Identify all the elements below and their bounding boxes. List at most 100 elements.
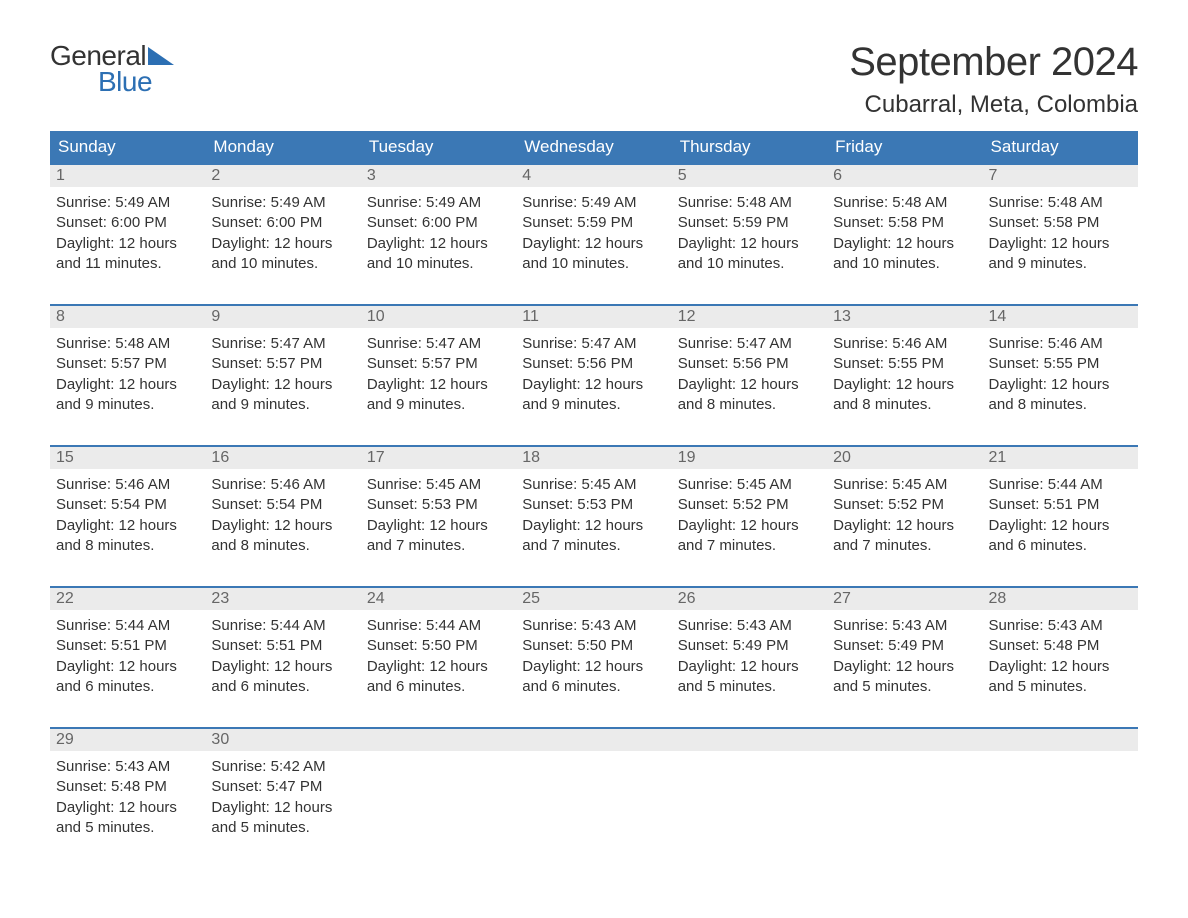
daylight-line: Daylight: 12 hours and 5 minutes. xyxy=(56,798,199,839)
day-body: Sunrise: 5:43 AMSunset: 5:49 PMDaylight:… xyxy=(672,610,827,710)
sunset-line: Sunset: 5:49 PM xyxy=(833,636,976,656)
day-cell: 6Sunrise: 5:48 AMSunset: 5:58 PMDaylight… xyxy=(827,164,982,287)
weekday-header: Saturday xyxy=(983,131,1138,164)
daylight-line: Daylight: 12 hours and 5 minutes. xyxy=(678,657,821,698)
day-cell: 1Sunrise: 5:49 AMSunset: 6:00 PMDaylight… xyxy=(50,164,205,287)
sunset-line: Sunset: 5:58 PM xyxy=(833,213,976,233)
daylight-line: Daylight: 12 hours and 9 minutes. xyxy=(367,375,510,416)
day-body: Sunrise: 5:48 AMSunset: 5:58 PMDaylight:… xyxy=(983,187,1138,287)
day-cell: 30Sunrise: 5:42 AMSunset: 5:47 PMDayligh… xyxy=(205,728,360,851)
day-cell: 3Sunrise: 5:49 AMSunset: 6:00 PMDaylight… xyxy=(361,164,516,287)
day-cell: 24Sunrise: 5:44 AMSunset: 5:50 PMDayligh… xyxy=(361,587,516,710)
empty-num-bar xyxy=(672,729,827,751)
brand-triangle-icon xyxy=(148,47,174,65)
day-number: 12 xyxy=(672,306,827,328)
day-cell: 29Sunrise: 5:43 AMSunset: 5:48 PMDayligh… xyxy=(50,728,205,851)
daylight-line: Daylight: 12 hours and 6 minutes. xyxy=(56,657,199,698)
day-body: Sunrise: 5:48 AMSunset: 5:59 PMDaylight:… xyxy=(672,187,827,287)
week-row: 29Sunrise: 5:43 AMSunset: 5:48 PMDayligh… xyxy=(50,728,1138,851)
sunrise-line: Sunrise: 5:43 AM xyxy=(56,757,199,777)
daylight-line: Daylight: 12 hours and 10 minutes. xyxy=(522,234,665,275)
header: General Blue September 2024 Cubarral, Me… xyxy=(50,40,1138,119)
day-cell: 13Sunrise: 5:46 AMSunset: 5:55 PMDayligh… xyxy=(827,305,982,428)
daylight-line: Daylight: 12 hours and 5 minutes. xyxy=(989,657,1132,698)
day-body: Sunrise: 5:43 AMSunset: 5:48 PMDaylight:… xyxy=(983,610,1138,710)
day-number: 13 xyxy=(827,306,982,328)
day-cell: 21Sunrise: 5:44 AMSunset: 5:51 PMDayligh… xyxy=(983,446,1138,569)
empty-num-bar xyxy=(516,729,671,751)
day-body: Sunrise: 5:47 AMSunset: 5:56 PMDaylight:… xyxy=(672,328,827,428)
empty-cell xyxy=(983,728,1138,851)
empty-num-bar xyxy=(983,729,1138,751)
week-row: 1Sunrise: 5:49 AMSunset: 6:00 PMDaylight… xyxy=(50,164,1138,287)
day-cell: 15Sunrise: 5:46 AMSunset: 5:54 PMDayligh… xyxy=(50,446,205,569)
sunrise-line: Sunrise: 5:49 AM xyxy=(522,193,665,213)
sunset-line: Sunset: 5:50 PM xyxy=(522,636,665,656)
day-number: 27 xyxy=(827,588,982,610)
day-number: 5 xyxy=(672,165,827,187)
day-cell: 12Sunrise: 5:47 AMSunset: 5:56 PMDayligh… xyxy=(672,305,827,428)
brand-line2: Blue xyxy=(98,66,152,98)
daylight-line: Daylight: 12 hours and 10 minutes. xyxy=(211,234,354,275)
day-body: Sunrise: 5:49 AMSunset: 6:00 PMDaylight:… xyxy=(361,187,516,287)
empty-cell xyxy=(361,728,516,851)
sunrise-line: Sunrise: 5:46 AM xyxy=(833,334,976,354)
day-number: 8 xyxy=(50,306,205,328)
daylight-line: Daylight: 12 hours and 7 minutes. xyxy=(678,516,821,557)
sunrise-line: Sunrise: 5:43 AM xyxy=(522,616,665,636)
sunrise-line: Sunrise: 5:47 AM xyxy=(211,334,354,354)
sunrise-line: Sunrise: 5:43 AM xyxy=(989,616,1132,636)
day-number: 7 xyxy=(983,165,1138,187)
day-body: Sunrise: 5:48 AMSunset: 5:57 PMDaylight:… xyxy=(50,328,205,428)
daylight-line: Daylight: 12 hours and 8 minutes. xyxy=(678,375,821,416)
day-cell: 10Sunrise: 5:47 AMSunset: 5:57 PMDayligh… xyxy=(361,305,516,428)
day-number: 22 xyxy=(50,588,205,610)
day-body: Sunrise: 5:48 AMSunset: 5:58 PMDaylight:… xyxy=(827,187,982,287)
day-body: Sunrise: 5:43 AMSunset: 5:49 PMDaylight:… xyxy=(827,610,982,710)
week-row: 22Sunrise: 5:44 AMSunset: 5:51 PMDayligh… xyxy=(50,587,1138,710)
day-body: Sunrise: 5:43 AMSunset: 5:48 PMDaylight:… xyxy=(50,751,205,851)
week-row: 15Sunrise: 5:46 AMSunset: 5:54 PMDayligh… xyxy=(50,446,1138,569)
daylight-line: Daylight: 12 hours and 6 minutes. xyxy=(211,657,354,698)
day-number: 26 xyxy=(672,588,827,610)
day-body: Sunrise: 5:46 AMSunset: 5:54 PMDaylight:… xyxy=(50,469,205,569)
sunset-line: Sunset: 5:57 PM xyxy=(56,354,199,374)
sunset-line: Sunset: 5:49 PM xyxy=(678,636,821,656)
sunrise-line: Sunrise: 5:48 AM xyxy=(678,193,821,213)
daylight-line: Daylight: 12 hours and 9 minutes. xyxy=(211,375,354,416)
day-cell: 28Sunrise: 5:43 AMSunset: 5:48 PMDayligh… xyxy=(983,587,1138,710)
sunset-line: Sunset: 5:56 PM xyxy=(678,354,821,374)
daylight-line: Daylight: 12 hours and 11 minutes. xyxy=(56,234,199,275)
sunrise-line: Sunrise: 5:47 AM xyxy=(678,334,821,354)
sunrise-line: Sunrise: 5:44 AM xyxy=(211,616,354,636)
daylight-line: Daylight: 12 hours and 6 minutes. xyxy=(522,657,665,698)
day-number: 20 xyxy=(827,447,982,469)
sunrise-line: Sunrise: 5:42 AM xyxy=(211,757,354,777)
sunset-line: Sunset: 5:55 PM xyxy=(989,354,1132,374)
empty-cell xyxy=(672,728,827,851)
spacer-row xyxy=(50,287,1138,305)
sunrise-line: Sunrise: 5:43 AM xyxy=(678,616,821,636)
sunset-line: Sunset: 5:51 PM xyxy=(989,495,1132,515)
day-number: 24 xyxy=(361,588,516,610)
sunrise-line: Sunrise: 5:47 AM xyxy=(367,334,510,354)
day-number: 10 xyxy=(361,306,516,328)
day-number: 9 xyxy=(205,306,360,328)
title-block: September 2024 Cubarral, Meta, Colombia xyxy=(849,40,1138,119)
sunset-line: Sunset: 5:53 PM xyxy=(367,495,510,515)
sunset-line: Sunset: 5:59 PM xyxy=(678,213,821,233)
sunrise-line: Sunrise: 5:46 AM xyxy=(989,334,1132,354)
spacer-row xyxy=(50,569,1138,587)
day-cell: 23Sunrise: 5:44 AMSunset: 5:51 PMDayligh… xyxy=(205,587,360,710)
sunset-line: Sunset: 5:59 PM xyxy=(522,213,665,233)
day-number: 18 xyxy=(516,447,671,469)
sunrise-line: Sunrise: 5:44 AM xyxy=(989,475,1132,495)
sunset-line: Sunset: 5:52 PM xyxy=(833,495,976,515)
day-number: 28 xyxy=(983,588,1138,610)
sunset-line: Sunset: 5:55 PM xyxy=(833,354,976,374)
day-number: 15 xyxy=(50,447,205,469)
sunrise-line: Sunrise: 5:46 AM xyxy=(56,475,199,495)
sunset-line: Sunset: 5:48 PM xyxy=(56,777,199,797)
day-body: Sunrise: 5:49 AMSunset: 6:00 PMDaylight:… xyxy=(50,187,205,287)
daylight-line: Daylight: 12 hours and 10 minutes. xyxy=(367,234,510,275)
